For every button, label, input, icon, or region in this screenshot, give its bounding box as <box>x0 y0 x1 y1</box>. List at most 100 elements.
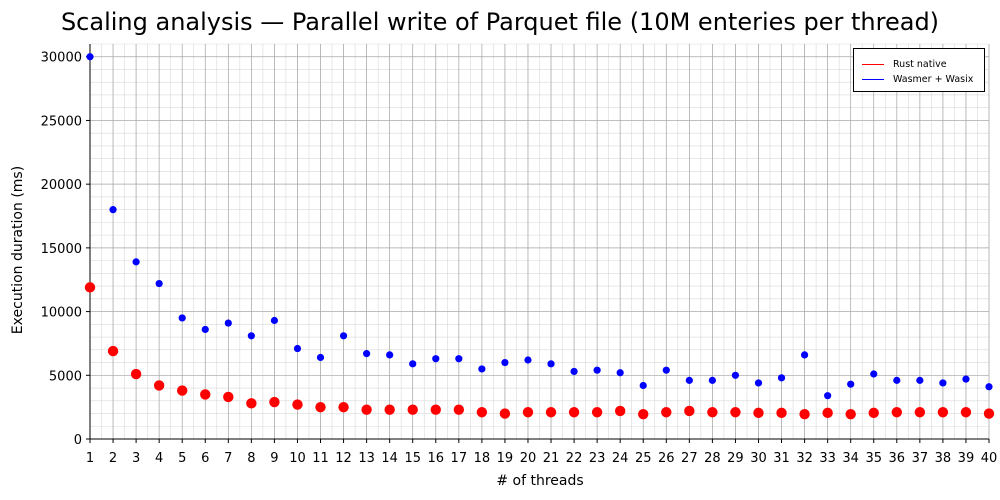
x-tick-label: 3 <box>132 451 140 466</box>
x-tick-label: 18 <box>474 451 491 466</box>
data-point-series-0 <box>522 407 534 418</box>
data-point-series-1 <box>916 376 924 384</box>
data-point-series-0 <box>246 398 257 409</box>
x-tick-label: 34 <box>842 451 859 466</box>
data-point-series-1 <box>662 366 670 374</box>
data-point-series-0 <box>684 405 695 417</box>
x-tick-label: 36 <box>889 451 906 466</box>
legend-swatch-series-0 <box>862 63 884 65</box>
data-point-series-0 <box>130 368 142 380</box>
data-point-series-1 <box>847 380 855 388</box>
data-point-series-1 <box>201 325 209 334</box>
x-tick-label: 6 <box>201 451 209 466</box>
data-point-series-0 <box>638 408 649 420</box>
data-point-series-0 <box>384 404 395 415</box>
data-point-series-0 <box>891 407 902 418</box>
y-tick-label: 10000 <box>41 306 82 321</box>
data-point-series-1 <box>501 358 509 367</box>
data-point-series-0 <box>983 408 995 419</box>
data-point-series-1 <box>455 355 463 363</box>
data-point-series-0 <box>315 401 326 413</box>
y-tick-label: 5000 <box>49 369 82 384</box>
data-point-series-1 <box>339 332 348 340</box>
data-point-series-1 <box>708 376 716 384</box>
x-tick-label: 21 <box>543 451 560 466</box>
data-points <box>84 53 995 420</box>
data-point-series-1 <box>685 376 693 384</box>
x-tick-label: 38 <box>935 451 952 466</box>
data-point-series-1 <box>316 353 325 362</box>
data-point-series-1 <box>985 383 993 391</box>
x-tick-label: 25 <box>635 451 652 466</box>
ticks: 1 2 3 4 5 6 7 8 9 10 11 12 13 14 15 16 17 18 19 20 21 22 23 24 2… <box>41 51 998 466</box>
x-tick-label: 14 <box>381 451 398 466</box>
x-tick-label: 35 <box>865 451 882 466</box>
data-point-series-0 <box>868 407 879 419</box>
chart-title: Scaling analysis — Parallel write of Par… <box>60 8 940 36</box>
major-grid <box>89 44 990 440</box>
x-tick-label: 37 <box>912 451 929 466</box>
x-tick-label: 10 <box>289 451 306 466</box>
x-tick-label: 17 <box>451 451 468 466</box>
x-tick-label: 4 <box>155 451 163 466</box>
data-point-series-1 <box>132 258 140 266</box>
data-point-series-0 <box>937 407 949 418</box>
data-point-series-0 <box>453 404 465 415</box>
data-point-series-0 <box>614 405 626 417</box>
axes <box>89 44 989 440</box>
x-tick-label: 28 <box>704 451 721 466</box>
x-tick-label: 19 <box>497 451 514 466</box>
x-tick-label: 29 <box>727 451 744 466</box>
x-tick-label: 1 <box>86 451 94 466</box>
data-point-series-0 <box>107 345 119 357</box>
data-point-series-1 <box>939 379 947 387</box>
data-point-series-0 <box>292 399 303 410</box>
data-point-series-0 <box>568 407 580 418</box>
data-point-series-0 <box>753 407 764 419</box>
y-tick-label: 15000 <box>41 242 82 257</box>
data-point-series-0 <box>730 407 741 418</box>
data-point-series-0 <box>269 396 280 408</box>
data-point-series-0 <box>914 407 926 418</box>
y-tick-label: 0 <box>74 433 82 448</box>
x-tick-label: 30 <box>750 451 767 466</box>
x-tick-label: 16 <box>427 451 444 466</box>
data-point-series-0 <box>661 407 672 418</box>
legend-label-series-0: Rust native <box>893 58 947 70</box>
data-point-series-1 <box>247 332 255 340</box>
x-tick-label: 23 <box>589 451 606 466</box>
x-tick-label: 7 <box>224 451 232 466</box>
data-point-series-0 <box>84 282 96 293</box>
x-tick-label: 22 <box>566 451 583 466</box>
data-point-series-1 <box>893 376 901 384</box>
x-tick-label: 40 <box>981 451 998 466</box>
data-point-series-0 <box>200 389 211 400</box>
data-point-series-1 <box>593 366 601 374</box>
data-point-series-1 <box>639 381 647 390</box>
data-point-series-0 <box>177 385 188 396</box>
data-point-series-1 <box>870 370 878 378</box>
data-point-series-0 <box>407 404 418 415</box>
data-point-series-0 <box>430 404 441 415</box>
data-point-series-0 <box>499 408 511 419</box>
data-point-series-0 <box>338 401 349 413</box>
data-point-series-1 <box>754 379 763 387</box>
data-point-series-1 <box>386 351 394 359</box>
data-point-series-1 <box>800 351 809 359</box>
legend-swatch-series-1 <box>862 78 884 80</box>
data-point-series-1 <box>363 350 371 358</box>
data-point-series-0 <box>153 380 165 391</box>
x-tick-label: 13 <box>358 451 375 466</box>
data-point-series-1 <box>224 319 232 327</box>
x-tick-label: 20 <box>520 451 537 466</box>
x-tick-label: 9 <box>270 451 278 466</box>
data-point-series-1 <box>178 314 186 322</box>
data-point-series-1 <box>478 365 486 373</box>
data-point-series-1 <box>155 279 163 288</box>
x-axis-label: # of threads <box>496 473 584 489</box>
x-tick-label: 39 <box>958 451 975 466</box>
data-point-series-1 <box>731 371 740 379</box>
data-point-series-0 <box>545 407 557 418</box>
data-point-series-0 <box>476 407 488 418</box>
